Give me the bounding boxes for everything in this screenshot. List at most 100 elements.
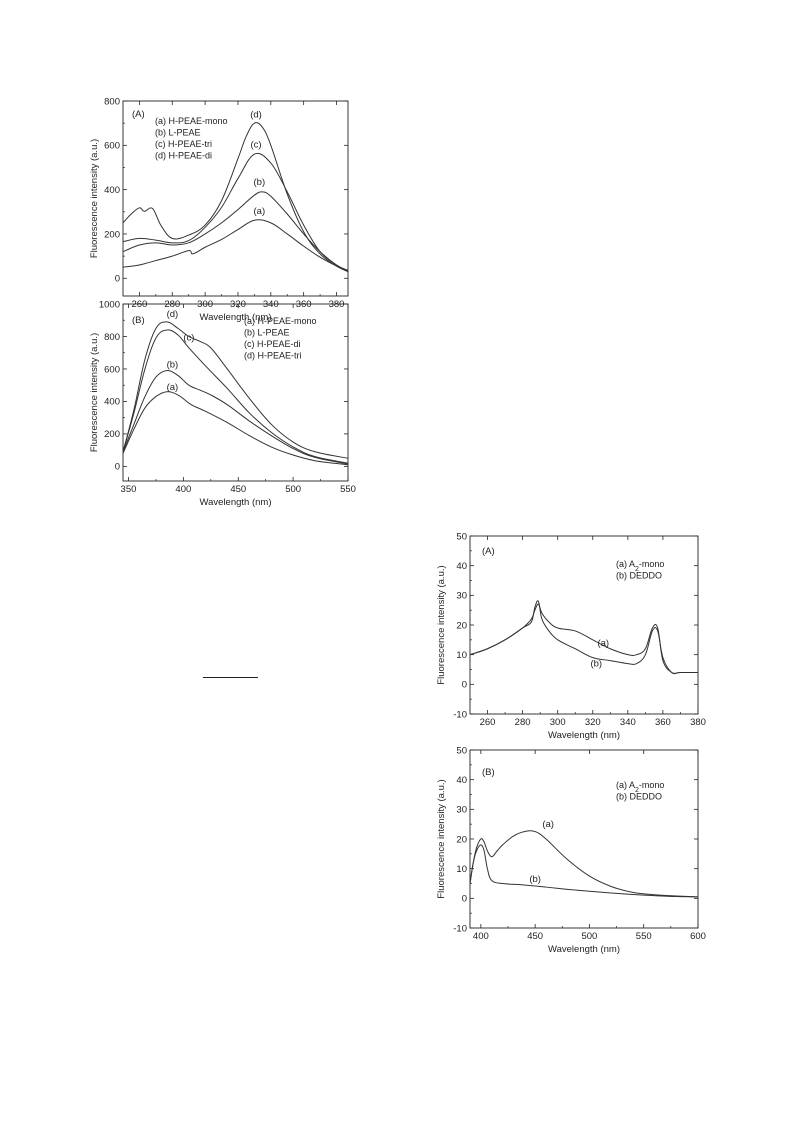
curve-label: (d) [167,309,179,320]
legend-entry: (d) H-PEAE-di [155,151,212,161]
x-tick-label: 600 [690,931,706,942]
y-axis-label: Fluorescence intensity (a.u.) [89,139,100,258]
x-tick-label: 400 [175,484,191,495]
legend-entry: (a) A2-mono [616,559,664,573]
y-tick-label: 30 [456,805,467,816]
y-tick-label: 40 [456,775,467,786]
chart-fig1b: 350 400 450 500 550 0 200 400 600 800 1000 Waveleng… [89,299,356,508]
y-tick-label: 50 [456,531,467,542]
y-tick-label: 0 [115,462,120,473]
curve-label: (d) [250,110,262,121]
y-tick-label: -10 [453,709,467,720]
curve-label: (a) [167,382,179,393]
x-tick-label: 320 [585,717,601,728]
x-tick-label: 340 [620,717,636,728]
legend-entry: (a) H-PEAE-mono [155,116,228,126]
y-tick-label: 20 [456,620,467,631]
plot-frame [122,303,349,482]
x-tick-label: 360 [296,299,312,310]
panel-label: (A) [482,546,495,557]
series-line-c [122,329,349,464]
x-axis-label: Wavelength (nm) [548,730,620,741]
x-tick-label: 260 [131,299,147,310]
x-axis-label: Wavelength (nm) [548,944,620,955]
legend-entry: (d) H-PEAE-tri [244,351,302,361]
x-axis-label: Wavelength (nm) [200,312,272,323]
series-line-b [469,600,698,675]
x-tick-label: 550 [636,931,652,942]
series-line-c [122,152,349,271]
series-line-b [469,844,699,898]
y-tick-label: 0 [462,894,467,905]
x-tick-label: 280 [515,717,531,728]
curve-label: (c) [183,333,194,344]
x-axis-label: Wavelength (nm) [200,497,272,508]
panel-label: (B) [482,767,495,778]
y-tick-label: 50 [456,745,467,756]
chart-fig2b: 400 450 500 550 600 -10 0 10 20 30 40 50 Wavelength … [436,745,706,955]
curve-label: (c) [250,140,261,151]
y-tick-label: 0 [115,274,120,285]
legend-entry: (a) H-PEAE-mono [244,316,317,326]
curve-label: (b) [590,659,602,670]
y-tick-label: 400 [104,397,120,408]
x-tick-label: 400 [473,931,489,942]
legend-entry: (b) DEDDO [616,571,662,581]
y-axis-label: Fluorescence intensity (a.u.) [89,333,100,452]
curve-label: (b) [254,177,266,188]
legend-entry: (b) L-PEAE [244,328,290,338]
x-tick-label: 340 [263,299,279,310]
x-tick-label: 360 [655,717,671,728]
legend-entry: (b) L-PEAE [155,128,201,138]
y-tick-label: 10 [456,650,467,661]
legend-entry: (b) DEDDO [616,792,662,802]
y-axis-label: Fluorescence intensity (a.u.) [436,565,447,684]
y-tick-label: 800 [104,332,120,343]
curve-label: (a) [597,638,609,649]
legend-entry: (c) H-PEAE-tri [155,139,212,149]
x-tick-label: 500 [581,931,597,942]
y-tick-label: 200 [104,429,120,440]
x-tick-label: 450 [527,931,543,942]
series-line-b [122,370,349,465]
chart-fig1a: 260 280 300 320 340 360 3800200400600800Wavele… [89,96,349,323]
y-tick-label: 800 [104,96,120,107]
y-tick-label: -10 [453,923,467,934]
x-tick-label: 450 [230,484,246,495]
x-tick-label: 260 [480,717,496,728]
x-tick-label: 380 [690,717,706,728]
y-tick-label: 0 [462,680,467,691]
x-tick-label: 350 [121,484,137,495]
horizontal-rule [203,677,258,678]
series-line-d [122,321,349,459]
x-tick-label: 280 [164,299,180,310]
curve-label: (b) [167,359,179,370]
legend-entry: (c) H-PEAE-di [244,339,301,349]
panel-label: (B) [132,315,145,326]
series-line-a [122,219,349,273]
series-line-a [122,391,349,466]
series-line-a [469,603,698,674]
series-line-b [122,191,349,271]
series-line-a [469,830,699,898]
y-tick-label: 40 [456,561,467,572]
x-tick-label: 550 [340,484,356,495]
plot-frame [469,749,699,929]
y-tick-label: 600 [104,364,120,375]
y-tick-label: 600 [104,141,120,152]
legend-entry: (a) A2-mono [616,780,664,794]
x-tick-label: 500 [285,484,301,495]
x-tick-label: 380 [329,299,345,310]
plot-frame [122,100,349,297]
curve-label: (b) [529,874,541,885]
series-line-d [122,122,349,273]
x-tick-label: 300 [197,299,213,310]
curve-label: (a) [542,819,554,830]
chart-fig2a: 260 280 300 320 340 360 380 -10 0 10 20 30 40 50 Wavel… [436,531,706,741]
y-tick-label: 400 [104,185,120,196]
panel-label: (A) [132,109,145,120]
y-tick-label: 30 [456,591,467,602]
x-tick-label: 300 [550,717,566,728]
y-axis-label: Fluorescence intensity (a.u.) [436,779,447,898]
